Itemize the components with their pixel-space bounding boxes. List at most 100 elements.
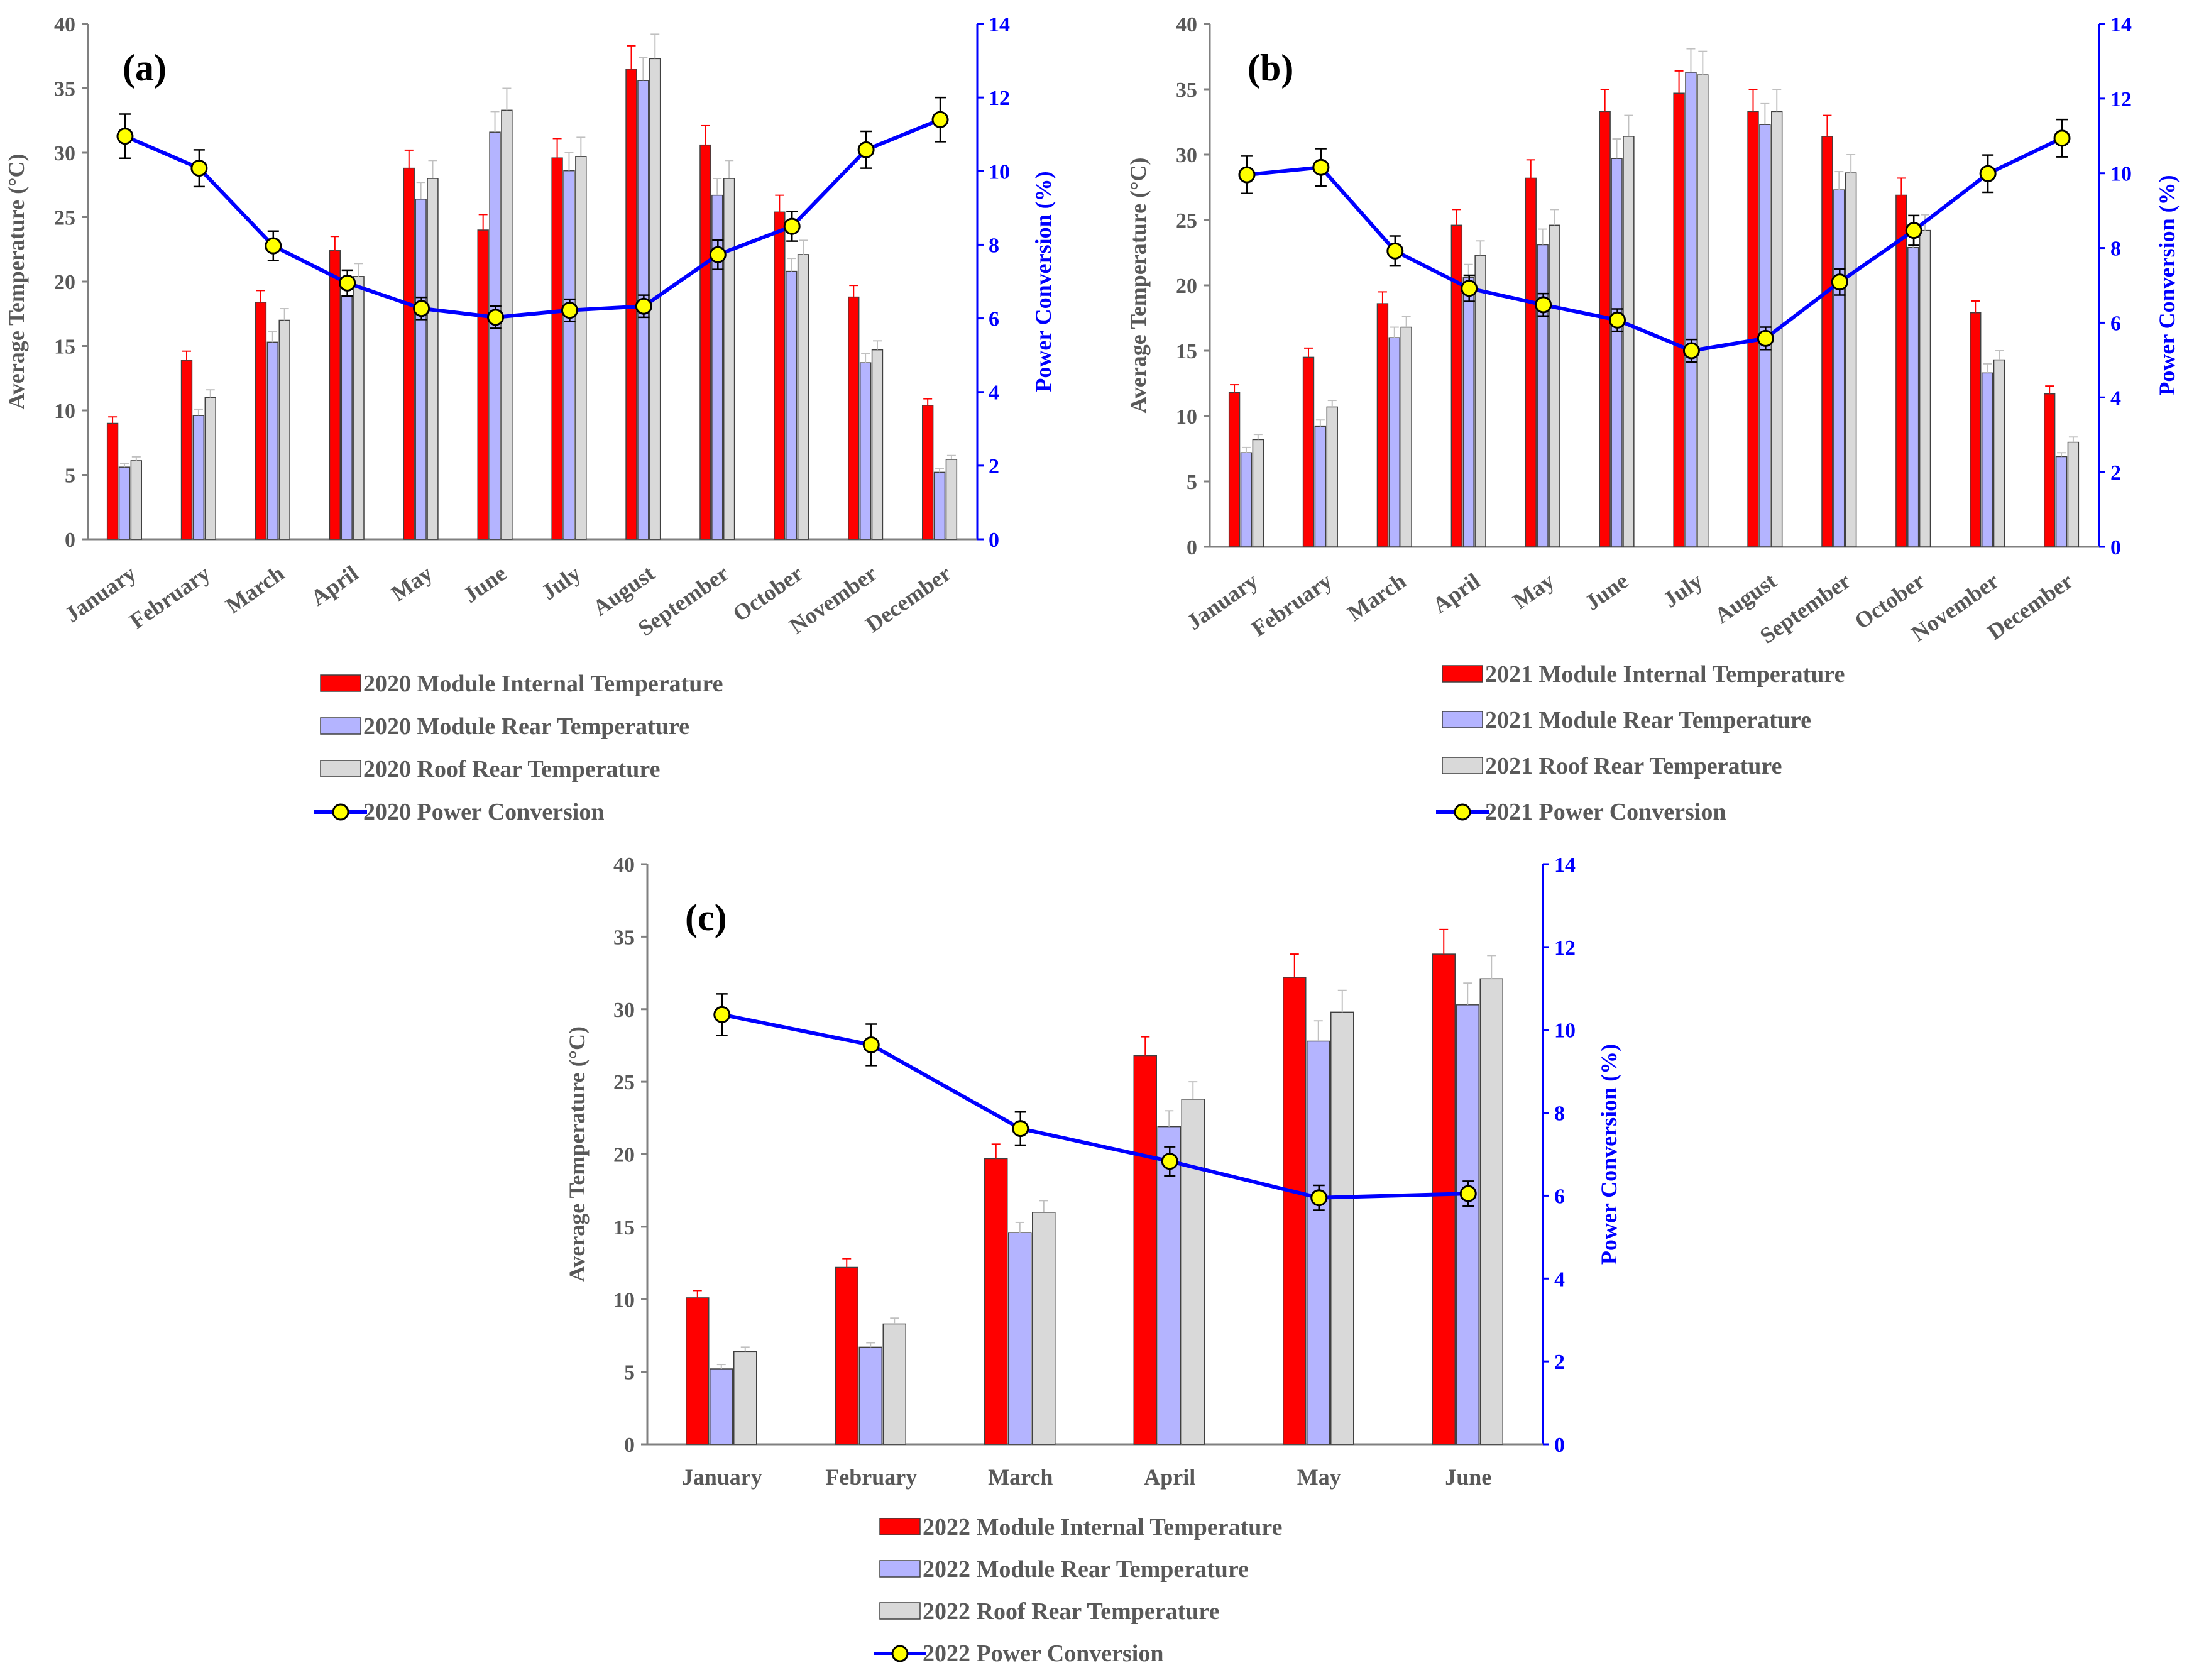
legend-label: 2022 Power Conversion — [923, 1640, 1164, 1667]
y-axis-title: Average Temperature (°C) — [4, 154, 29, 410]
rear-temp-bar — [786, 270, 798, 540]
rear-temp-bar — [2055, 456, 2068, 547]
left-tick-label: 25 — [54, 207, 75, 230]
roof-temp-bar — [1479, 978, 1503, 1445]
rear-temp-bar — [266, 341, 278, 540]
left-tick-label: 35 — [613, 926, 635, 949]
roof-temp-bar — [1623, 136, 1635, 547]
power-conversion-point — [190, 160, 208, 177]
rear-temp-bar — [415, 199, 427, 540]
power-conversion-line — [1246, 136, 2063, 353]
left-tick-label: 10 — [613, 1288, 635, 1312]
rear-temp-bar — [859, 362, 872, 540]
y-axis-title: Average Temperature (°C) — [564, 1026, 590, 1282]
legend-swatch — [320, 717, 361, 735]
power-conversion-point — [1461, 280, 1478, 297]
internal-temp-bar — [1821, 136, 1833, 547]
power-conversion-point — [1459, 1185, 1477, 1202]
right-tick-label: 8 — [2110, 238, 2121, 261]
right-tick-label: 2 — [2110, 461, 2121, 485]
internal-temp-bar — [1432, 953, 1456, 1445]
left-tick-label: 40 — [613, 854, 635, 877]
panel-a-chart: 0 5 10 15 20 25 30 35 40 0 2 4 6 8 10 12 14 Average Tempe… — [4, 13, 1056, 825]
power-conversion-point — [1238, 166, 1256, 184]
category-label: July — [537, 561, 585, 605]
category-label: January — [682, 1464, 762, 1490]
power-conversion-point — [265, 237, 282, 255]
roof-temp-bar — [575, 156, 587, 540]
power-conversion-point — [1609, 311, 1626, 329]
roof-temp-bar — [882, 1323, 906, 1445]
internal-temp-bar — [1599, 111, 1611, 547]
power-conversion-point — [709, 246, 727, 263]
rear-temp-bar — [1240, 452, 1253, 547]
roof-temp-bar — [733, 1351, 757, 1445]
internal-temp-bar — [921, 405, 934, 540]
legend-swatch — [879, 1518, 921, 1535]
legend-label: 2021 Module Rear Temperature — [1485, 707, 1811, 733]
right-tick-label: 0 — [1554, 1434, 1565, 1457]
rear-temp-bar — [933, 471, 946, 540]
legend-label: 2020 Module Rear Temperature — [363, 713, 689, 740]
roof-temp-bar — [1697, 74, 1709, 547]
power-conversion-point — [862, 1036, 880, 1053]
power-conversion-point — [2053, 129, 2071, 147]
rear-temp-bar — [1157, 1126, 1181, 1445]
category-label: February — [1247, 568, 1337, 641]
right-tick-label: 4 — [989, 382, 999, 405]
power-conversion-point — [783, 217, 801, 235]
rear-temp-bar — [1611, 158, 1623, 547]
category-label: April — [1428, 568, 1484, 618]
power-conversion-point — [1161, 1153, 1178, 1170]
right-tick-label: 0 — [989, 529, 999, 552]
legend-marker-swatch — [1454, 803, 1471, 821]
roof-temp-bar — [1919, 229, 1931, 547]
legend-swatch — [1442, 757, 1483, 774]
roof-temp-bar — [723, 178, 735, 540]
rear-temp-bar — [118, 466, 131, 540]
power-conversion-point — [1535, 296, 1552, 314]
legend-swatch — [879, 1602, 921, 1620]
roof-temp-bar — [1474, 255, 1486, 547]
left-tick-label: 20 — [54, 271, 75, 294]
internal-temp-bar — [329, 250, 341, 540]
right-tick-label: 8 — [1554, 1102, 1565, 1126]
roof-temp-bar — [427, 178, 439, 540]
rear-temp-bar — [341, 295, 353, 540]
internal-temp-bar — [1376, 303, 1389, 547]
rear-temp-bar — [1314, 425, 1327, 547]
internal-temp-bar — [403, 167, 415, 540]
left-tick-label: 20 — [613, 1144, 635, 1167]
left-tick-label: 20 — [1176, 275, 1197, 298]
right-tick-label: 12 — [2110, 88, 2132, 111]
internal-temp-bar — [180, 360, 193, 540]
left-tick-label: 5 — [624, 1361, 635, 1385]
power-conversion-point — [116, 128, 134, 145]
roof-temp-bar — [501, 109, 513, 540]
left-tick-label: 5 — [1187, 471, 1197, 494]
left-tick-label: 0 — [1187, 536, 1197, 559]
internal-temp-bar — [774, 211, 786, 540]
rear-temp-bar — [1307, 1040, 1330, 1445]
internal-temp-bar — [1970, 312, 1982, 547]
legend-label: 2020 Module Internal Temperature — [363, 671, 723, 697]
right-tick-label: 8 — [989, 234, 999, 257]
power-conversion-point — [1012, 1120, 1029, 1138]
roof-temp-bar — [353, 276, 365, 540]
left-tick-label: 25 — [613, 1071, 635, 1094]
rear-temp-bar — [1388, 337, 1400, 547]
y2-axis-title: Power Conversion (%) — [1596, 1044, 1621, 1265]
category-label: May — [1297, 1464, 1341, 1490]
rear-temp-bar — [192, 415, 205, 540]
power-conversion-line — [721, 1013, 1469, 1200]
roof-temp-bar — [1993, 359, 2005, 547]
category-label: March — [221, 561, 289, 618]
right-tick-label: 12 — [1554, 936, 1576, 960]
left-tick-label: 40 — [54, 13, 75, 36]
left-tick-label: 30 — [1176, 144, 1197, 167]
power-conversion-point — [635, 297, 652, 315]
rear-temp-bar — [1833, 189, 1845, 547]
left-tick-label: 0 — [624, 1434, 635, 1457]
legend-label: 2020 Roof Rear Temperature — [363, 756, 660, 782]
legend-label: 2022 Module Internal Temperature — [923, 1514, 1282, 1540]
